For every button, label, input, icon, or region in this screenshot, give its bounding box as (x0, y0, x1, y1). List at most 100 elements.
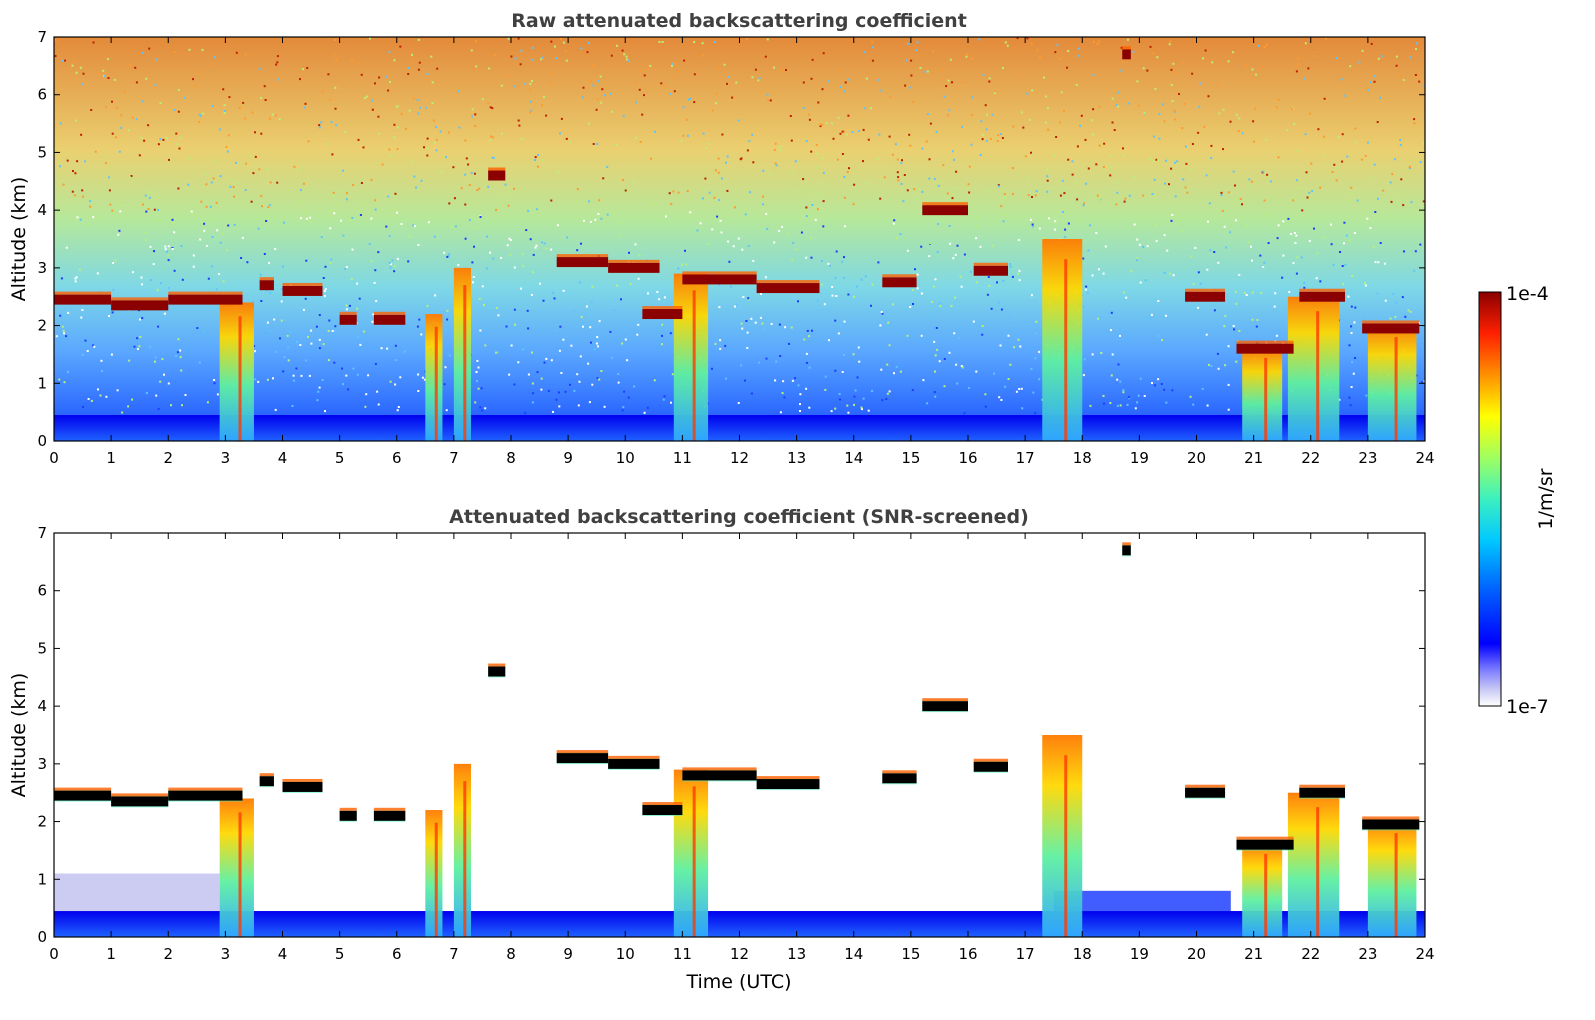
noise-speck (295, 341, 298, 343)
noise-speck (504, 183, 507, 186)
noise-speck (985, 113, 988, 116)
noise-speck (190, 210, 193, 213)
noise-speck (830, 122, 833, 125)
noise-speck (1021, 407, 1024, 410)
noise-speck (560, 37, 563, 40)
noise-speck (305, 359, 308, 362)
noise-speck (1000, 399, 1003, 401)
noise-speck (318, 386, 321, 389)
noise-speck (1304, 42, 1307, 45)
noise-speck (1350, 191, 1353, 194)
x-tick-label: 16 (958, 945, 977, 963)
noise-speck (210, 63, 213, 66)
noise-speck (590, 64, 593, 67)
noise-speck (1186, 191, 1189, 194)
noise-speck (117, 233, 120, 236)
noise-speck (167, 245, 170, 248)
noise-speck (318, 347, 321, 350)
noise-speck (779, 355, 782, 357)
noise-speck (843, 176, 846, 178)
noise-speck (730, 285, 732, 288)
noise-speck (408, 109, 411, 112)
noise-speck (308, 374, 311, 377)
precipitation-core (238, 316, 242, 441)
noise-speck (340, 219, 343, 222)
noise-speck (303, 211, 306, 214)
noise-speck (120, 126, 123, 129)
noise-speck (603, 94, 606, 97)
noise-speck (344, 268, 347, 270)
noise-speck (951, 81, 953, 84)
noise-speck (1084, 138, 1087, 141)
noise-speck (155, 394, 158, 397)
noise-speck (1038, 350, 1041, 353)
noise-speck (598, 199, 601, 202)
noise-speck (943, 358, 946, 360)
noise-speck (747, 245, 750, 247)
cloud-layer (488, 666, 506, 677)
precipitation-core (692, 786, 696, 937)
noise-speck (1288, 291, 1291, 293)
noise-speck (223, 104, 226, 107)
noise-speck (933, 340, 936, 343)
noise-speck (1091, 353, 1094, 356)
noise-speck (864, 275, 867, 278)
noise-speck (1009, 263, 1012, 266)
noise-speck (176, 143, 179, 146)
noise-speck (702, 54, 704, 57)
noise-speck (507, 37, 510, 40)
noise-speck (1292, 199, 1295, 202)
noise-speck (893, 372, 895, 375)
noise-speck (1323, 236, 1326, 239)
noise-speck (834, 277, 837, 280)
noise-speck (113, 213, 116, 216)
noise-speck (609, 92, 612, 95)
noise-speck (1011, 167, 1014, 170)
noise-speck (1046, 190, 1049, 193)
noise-speck (800, 231, 803, 234)
noise-speck (105, 156, 108, 158)
noise-speck (906, 189, 909, 192)
noise-speck (620, 221, 623, 224)
noise-speck (880, 311, 883, 313)
noise-speck (827, 262, 830, 265)
noise-speck (356, 282, 359, 285)
noise-speck (394, 344, 397, 347)
noise-speck (246, 261, 249, 264)
noise-speck (960, 285, 963, 288)
noise-speck (1347, 200, 1350, 203)
noise-speck (287, 359, 290, 362)
noise-speck (473, 67, 476, 70)
noise-speck (550, 248, 553, 251)
noise-speck (1206, 404, 1209, 407)
x-tick-label: 15 (901, 449, 920, 467)
noise-speck (920, 245, 923, 248)
noise-speck (1247, 241, 1250, 244)
noise-speck (97, 388, 99, 391)
noise-speck (218, 273, 220, 276)
noise-speck (1220, 194, 1223, 197)
noise-speck (839, 85, 842, 88)
noise-speck (981, 325, 984, 327)
noise-speck (1112, 201, 1115, 204)
noise-speck (144, 239, 147, 242)
noise-speck (199, 70, 202, 73)
noise-speck (926, 402, 929, 405)
noise-speck (1407, 309, 1410, 312)
noise-speck (1038, 227, 1041, 230)
noise-speck (1189, 395, 1192, 398)
noise-speck (610, 54, 613, 57)
noise-speck (1143, 112, 1146, 114)
noise-speck (670, 401, 672, 404)
precipitation-core (1316, 807, 1320, 937)
noise-speck (752, 259, 755, 262)
precipitation-core (463, 285, 467, 441)
noise-speck (289, 331, 292, 334)
noise-speck (1294, 198, 1297, 200)
noise-speck (990, 307, 993, 310)
cloud-layer (682, 770, 757, 781)
noise-speck (1269, 180, 1272, 183)
noise-speck (400, 223, 403, 225)
noise-speck (626, 359, 629, 362)
noise-speck (600, 217, 603, 220)
